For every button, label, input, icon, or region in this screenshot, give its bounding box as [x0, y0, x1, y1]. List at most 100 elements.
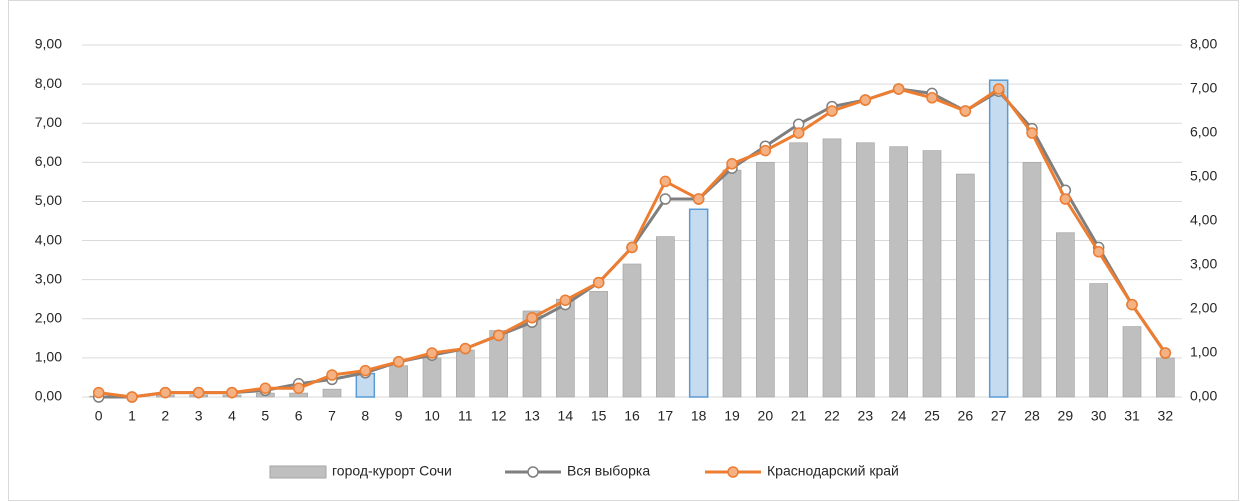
legend-marker [727, 466, 739, 478]
bar [789, 142, 809, 398]
legend-marker [527, 466, 539, 478]
y-tick-label: 2,00 [35, 309, 62, 325]
marker [159, 386, 172, 399]
bar [688, 208, 709, 398]
marker [659, 175, 672, 188]
y-tick-label: 1,00 [35, 349, 62, 365]
x-tick-label: 17 [658, 408, 674, 424]
bar [622, 263, 642, 398]
x-tick-label: 23 [858, 408, 874, 424]
marker [1159, 347, 1172, 359]
marker [526, 312, 538, 324]
marker [459, 342, 472, 355]
y-tick-label: 8,00 [35, 75, 62, 91]
x-tick-label: 30 [1091, 408, 1107, 424]
bar [422, 357, 442, 398]
marker [326, 369, 338, 381]
y2-tick-label: 8,00 [1190, 36, 1217, 52]
marker [1092, 246, 1105, 258]
x-tick-label: 16 [624, 408, 640, 424]
bar [1089, 283, 1109, 398]
y2-tick-label: 3,00 [1190, 256, 1217, 272]
x-tick-label: 31 [1124, 408, 1140, 424]
bar [1122, 326, 1142, 398]
bar [922, 150, 942, 398]
x-tick-label: 8 [361, 408, 369, 424]
bar [1055, 232, 1075, 398]
x-tick-label: 28 [1024, 408, 1040, 424]
x-tick-label: 14 [558, 408, 574, 424]
marker [826, 105, 838, 117]
bar [955, 173, 975, 398]
marker [426, 347, 438, 359]
marker [626, 241, 638, 254]
x-tick-label: 7 [328, 408, 336, 424]
y2-tick-label: 1,00 [1190, 344, 1217, 360]
y-tick-label: 6,00 [35, 153, 62, 169]
y-tick-label: 3,00 [35, 270, 62, 286]
y2-tick-label: 6,00 [1190, 124, 1217, 140]
legend-swatch [269, 465, 327, 479]
marker [1026, 127, 1038, 139]
bar [889, 146, 909, 398]
x-tick-label: 22 [824, 408, 840, 424]
x-tick-label: 12 [491, 408, 507, 424]
marker [259, 382, 272, 394]
y-tick-label: 0,00 [35, 388, 62, 404]
marker [692, 193, 705, 205]
marker [759, 144, 772, 157]
x-tick-label: 18 [691, 408, 707, 424]
bar [988, 79, 1009, 398]
marker [1126, 298, 1138, 311]
marker [1059, 193, 1072, 205]
bar [555, 298, 575, 398]
x-tick-label: 0 [95, 408, 103, 424]
bar [455, 349, 475, 398]
marker [726, 158, 738, 170]
y-tick-label: 4,00 [35, 231, 62, 247]
bar [522, 310, 542, 398]
marker [192, 386, 205, 399]
bar [655, 236, 675, 398]
x-tick-label: 5 [261, 408, 269, 424]
y-tick-label: 5,00 [35, 192, 62, 208]
x-tick-label: 1 [128, 408, 136, 424]
x-tick-label: 10 [424, 408, 440, 424]
bar [855, 142, 875, 398]
x-tick-label: 32 [1158, 408, 1174, 424]
marker [659, 193, 672, 205]
x-tick-label: 3 [195, 408, 203, 424]
x-tick-label: 24 [891, 408, 907, 424]
x-tick-label: 27 [991, 408, 1007, 424]
y2-tick-label: 7,00 [1190, 80, 1217, 96]
x-tick-label: 4 [228, 408, 236, 424]
bar [1022, 161, 1042, 398]
marker [592, 276, 605, 289]
bar [822, 138, 842, 398]
legend-label: Краснодарский край [767, 463, 899, 479]
x-tick-label: 19 [724, 408, 740, 424]
marker [992, 83, 1005, 95]
legend-label: город-курорт Сочи [332, 463, 452, 479]
bar [589, 291, 609, 398]
x-tick-label: 9 [395, 408, 403, 424]
marker [126, 391, 138, 403]
x-tick-label: 29 [1058, 408, 1074, 424]
marker [492, 329, 505, 342]
y2-tick-label: 0,00 [1190, 388, 1217, 404]
bar [755, 161, 775, 398]
y2-tick-label: 4,00 [1190, 212, 1217, 228]
marker [892, 83, 905, 95]
marker [292, 382, 305, 394]
y2-tick-label: 5,00 [1190, 168, 1217, 184]
x-tick-label: 15 [591, 408, 607, 424]
x-tick-label: 20 [758, 408, 774, 424]
marker [559, 294, 572, 306]
y-tick-label: 9,00 [35, 36, 62, 52]
x-tick-label: 13 [524, 408, 540, 424]
x-tick-label: 11 [458, 408, 473, 424]
bar [1155, 357, 1175, 398]
marker [359, 364, 372, 377]
marker [226, 386, 238, 399]
